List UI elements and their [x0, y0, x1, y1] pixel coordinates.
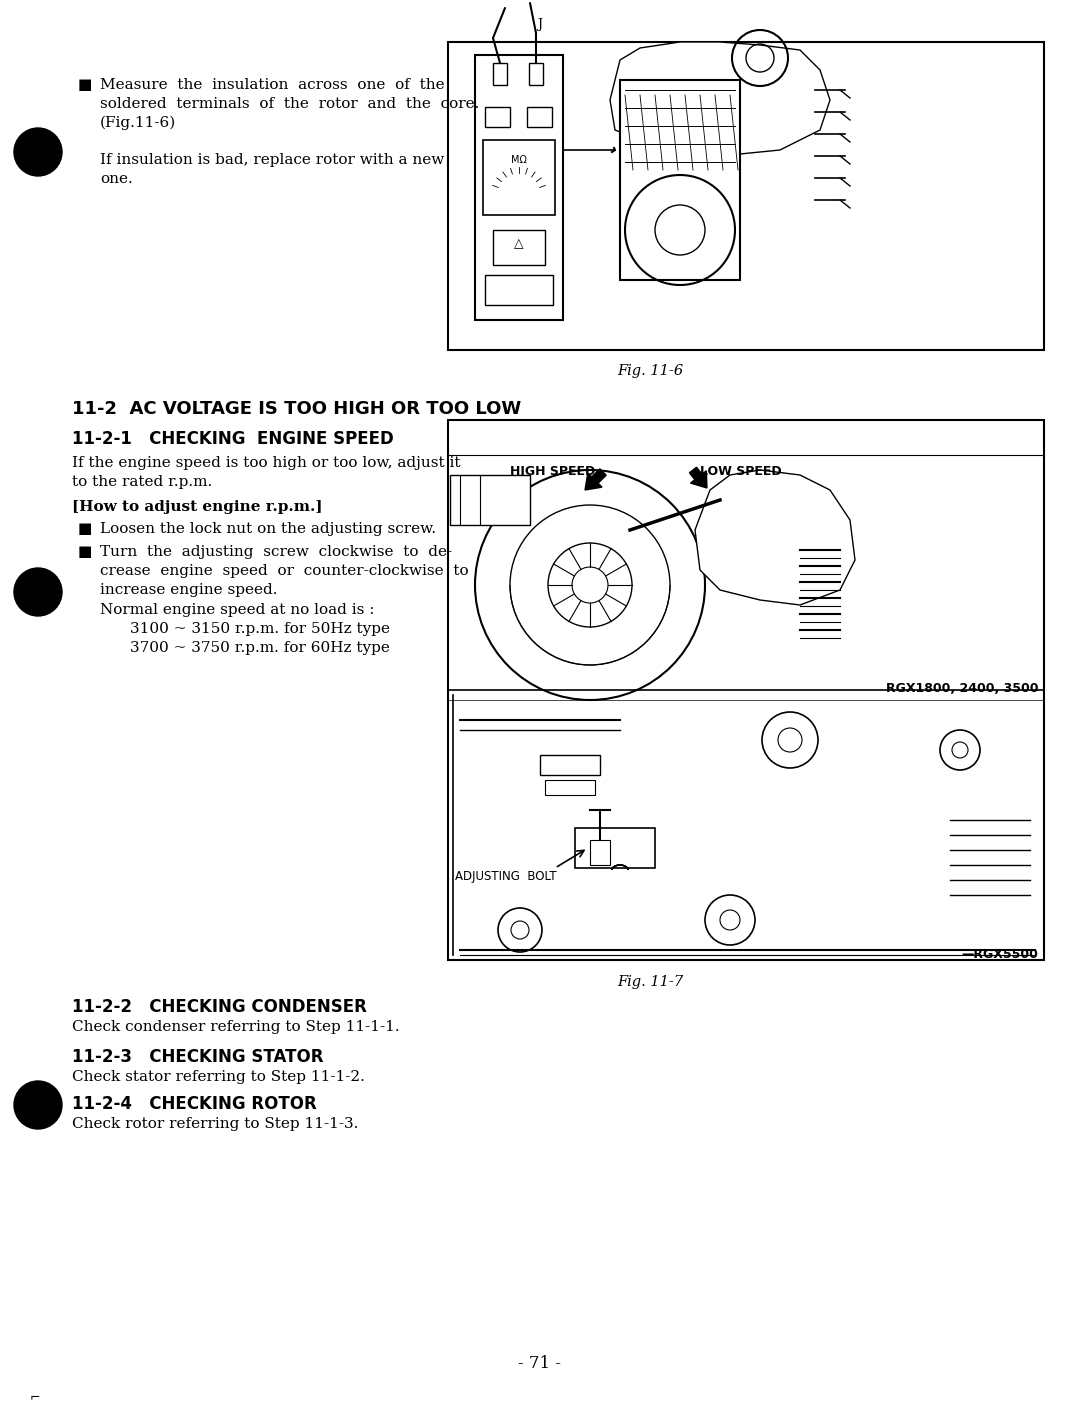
Bar — [485, 275, 553, 305]
Bar — [492, 63, 507, 84]
Bar — [448, 42, 1044, 350]
Bar — [492, 230, 545, 266]
Text: 11-2-1   CHECKING  ENGINE SPEED: 11-2-1 CHECKING ENGINE SPEED — [72, 430, 394, 448]
Text: Fig. 11-7: Fig. 11-7 — [617, 975, 683, 989]
FancyArrow shape — [585, 469, 606, 490]
Text: Check condenser referring to Step 11-1-1.: Check condenser referring to Step 11-1-1… — [72, 1020, 400, 1034]
Bar — [448, 420, 1044, 960]
Text: to the rated r.p.m.: to the rated r.p.m. — [72, 475, 213, 489]
Text: Check rotor referring to Step 11-1-3.: Check rotor referring to Step 11-1-3. — [72, 1117, 359, 1131]
Bar — [620, 80, 740, 280]
Text: If insulation is bad, replace rotor with a new: If insulation is bad, replace rotor with… — [100, 153, 444, 167]
Text: ■: ■ — [78, 79, 93, 91]
Text: RGX1800, 2400, 3500: RGX1800, 2400, 3500 — [886, 681, 1038, 695]
Bar — [575, 828, 654, 868]
Text: —RGX5500: —RGX5500 — [961, 948, 1038, 961]
Text: Check stator referring to Step 11-1-2.: Check stator referring to Step 11-1-2. — [72, 1071, 365, 1085]
Text: 11-2-4   CHECKING ROTOR: 11-2-4 CHECKING ROTOR — [72, 1094, 316, 1113]
Text: If the engine speed is too high or too low, adjust it: If the engine speed is too high or too l… — [72, 457, 460, 471]
Text: MΩ: MΩ — [511, 155, 527, 164]
Text: - 71 -: - 71 - — [518, 1354, 562, 1373]
Text: ■: ■ — [78, 523, 93, 535]
Polygon shape — [610, 42, 831, 155]
Text: 11-2-3   CHECKING STATOR: 11-2-3 CHECKING STATOR — [72, 1048, 324, 1066]
Text: J: J — [538, 18, 542, 31]
Text: HIGH SPEED: HIGH SPEED — [510, 465, 595, 478]
Text: 11-2  AC VOLTAGE IS TOO HIGH OR TOO LOW: 11-2 AC VOLTAGE IS TOO HIGH OR TOO LOW — [72, 400, 522, 419]
Text: 3100 ~ 3150 r.p.m. for 50Hz type: 3100 ~ 3150 r.p.m. for 50Hz type — [130, 622, 390, 636]
Bar — [529, 63, 543, 84]
Text: [How to adjust engine r.p.m.]: [How to adjust engine r.p.m.] — [72, 500, 323, 514]
Text: ADJUSTING  BOLT: ADJUSTING BOLT — [455, 870, 556, 882]
Circle shape — [14, 568, 62, 615]
Text: increase engine speed.: increase engine speed. — [100, 583, 278, 597]
Text: (Fig.11-6): (Fig.11-6) — [100, 117, 176, 131]
Bar — [483, 140, 555, 215]
Text: soldered  terminals  of  the  rotor  and  the  core.: soldered terminals of the rotor and the … — [100, 97, 480, 111]
Bar — [485, 107, 510, 126]
Text: ⌐: ⌐ — [30, 1390, 41, 1404]
Bar — [540, 754, 600, 776]
Circle shape — [14, 1080, 62, 1130]
Bar — [527, 107, 552, 126]
Text: 11-2-2   CHECKING CONDENSER: 11-2-2 CHECKING CONDENSER — [72, 998, 367, 1016]
Bar — [450, 475, 530, 525]
Polygon shape — [696, 471, 855, 606]
Circle shape — [14, 128, 62, 176]
Bar — [545, 780, 595, 795]
FancyArrow shape — [689, 468, 707, 488]
Text: crease  engine  speed  or  counter-clockwise  to: crease engine speed or counter-clockwise… — [100, 563, 469, 577]
Text: Normal engine speed at no load is :: Normal engine speed at no load is : — [100, 603, 375, 617]
Text: 3700 ~ 3750 r.p.m. for 60Hz type: 3700 ~ 3750 r.p.m. for 60Hz type — [130, 641, 390, 655]
Text: △: △ — [514, 237, 524, 250]
Text: Loosen the lock nut on the adjusting screw.: Loosen the lock nut on the adjusting scr… — [100, 523, 436, 535]
Text: Measure  the  insulation  across  one  of  the: Measure the insulation across one of the — [100, 79, 445, 91]
Bar — [475, 55, 563, 320]
Text: LOW SPEED: LOW SPEED — [700, 465, 782, 478]
Bar — [590, 840, 610, 865]
Text: Turn  the  adjusting  screw  clockwise  to  de-: Turn the adjusting screw clockwise to de… — [100, 545, 453, 559]
Text: ■: ■ — [78, 545, 93, 559]
Text: Fig. 11-6: Fig. 11-6 — [617, 364, 683, 378]
Text: one.: one. — [100, 171, 133, 185]
